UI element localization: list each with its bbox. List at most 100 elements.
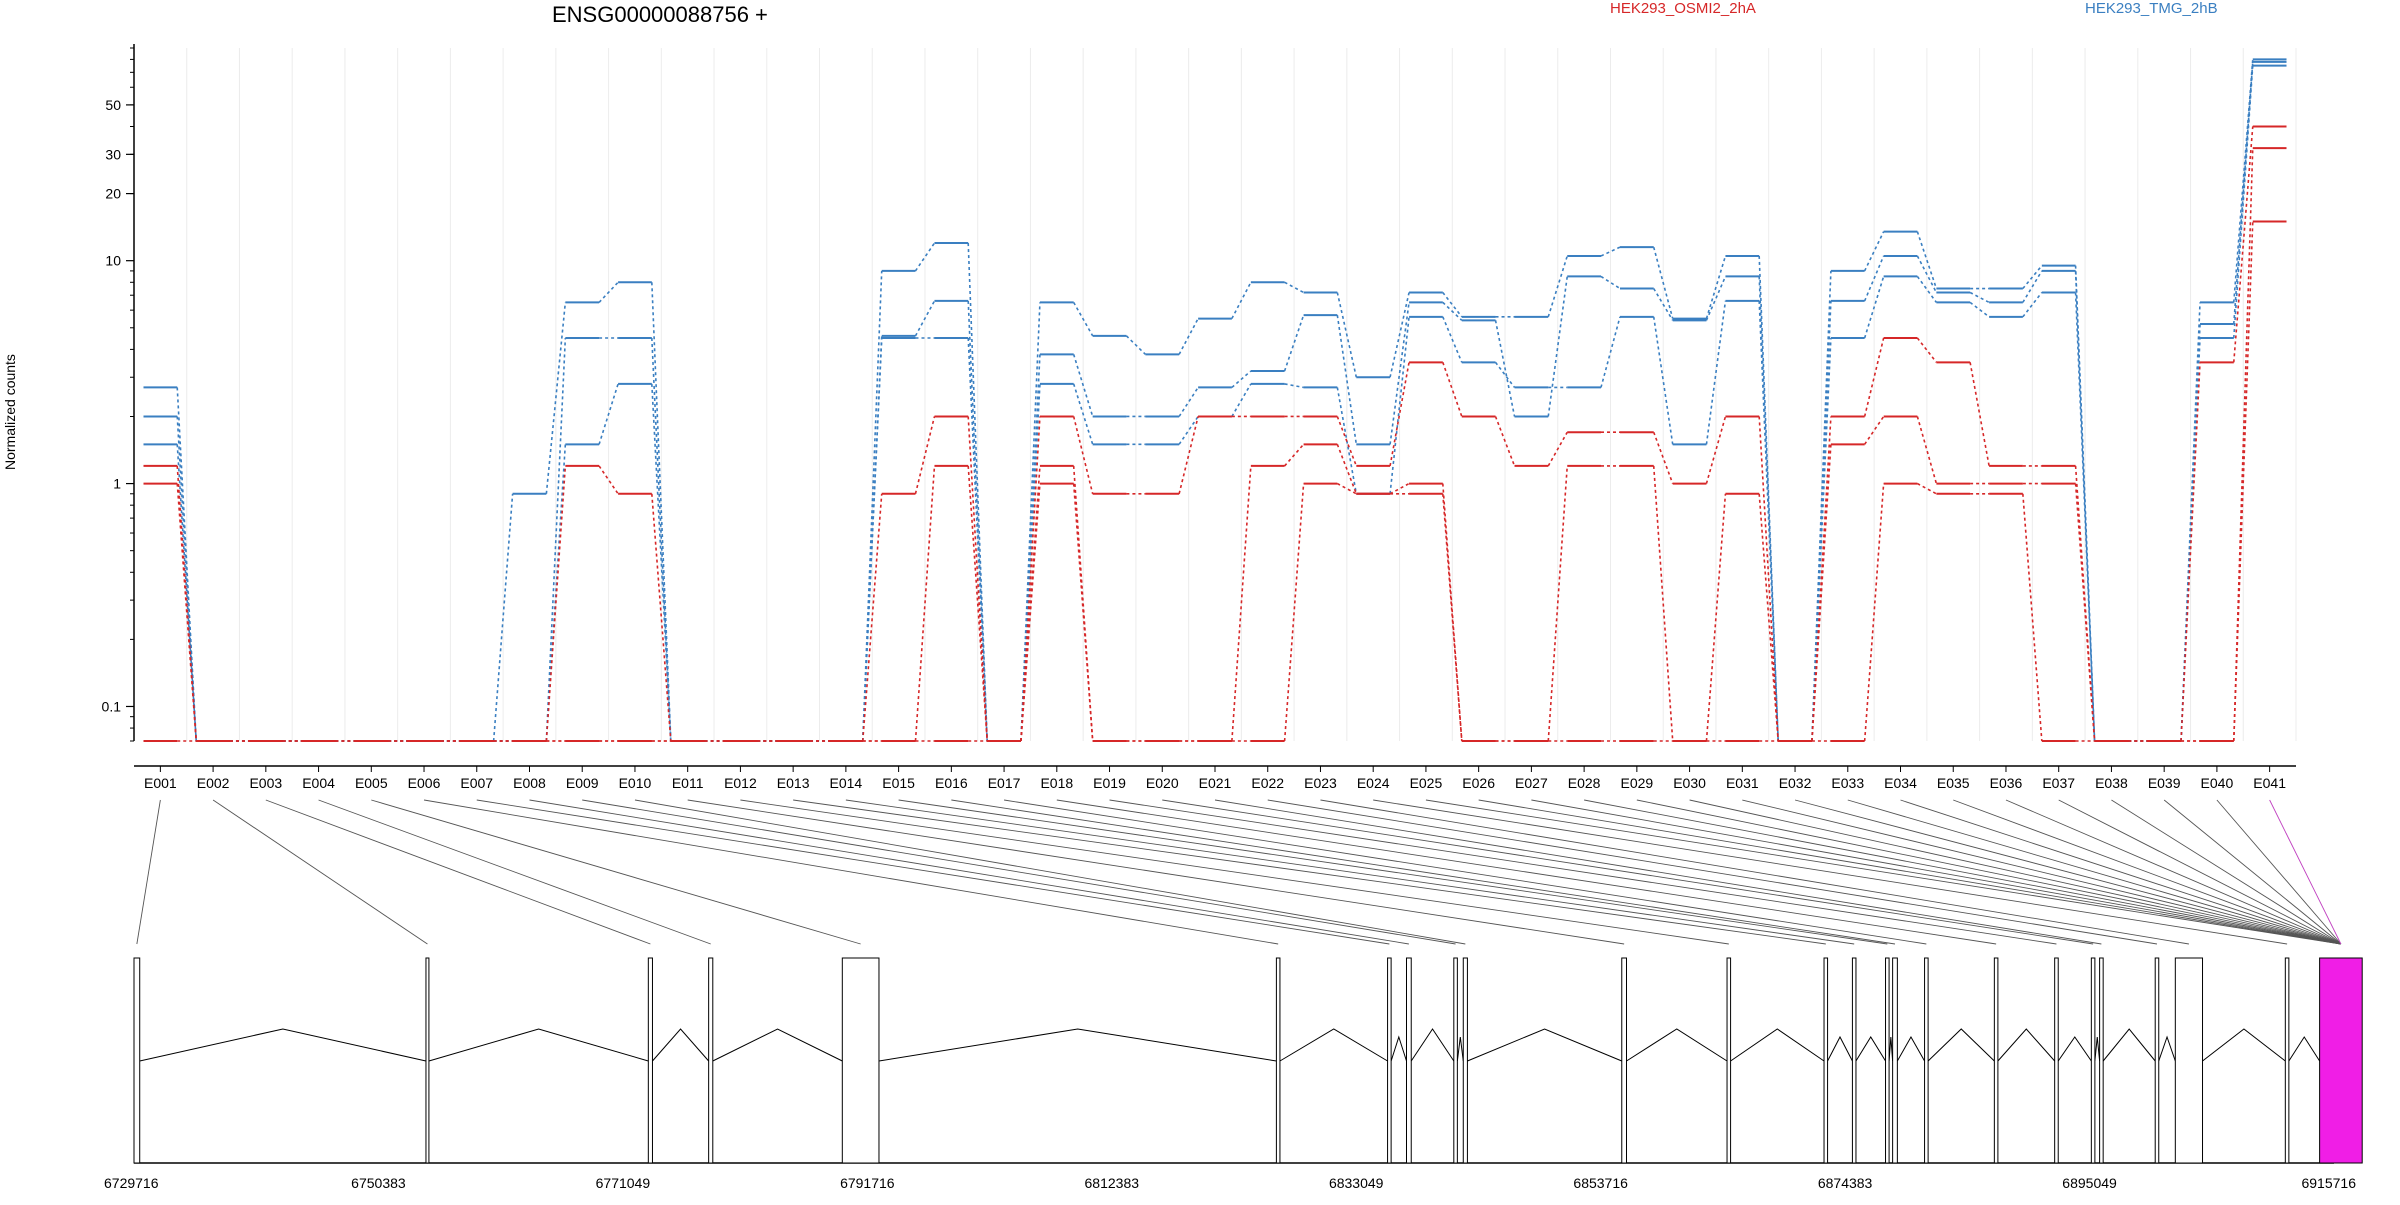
intron-line xyxy=(1927,1028,1995,1062)
x-tick-label-e007: E007 xyxy=(460,775,493,791)
intron-line xyxy=(1390,1035,1407,1062)
exon-connector-e022 xyxy=(1267,799,2158,945)
x-tick-label-e019: E019 xyxy=(1093,775,1126,791)
x-tick-label-e028: E028 xyxy=(1568,775,1601,791)
series-hek293-osmi2-2ha-5 xyxy=(143,147,2287,742)
intron-line xyxy=(1626,1028,1728,1062)
x-tick-label-e037: E037 xyxy=(2042,775,2075,791)
exon-connector-e009 xyxy=(582,799,1456,945)
series-transition xyxy=(1125,335,1146,355)
exon-box xyxy=(2284,957,2290,1164)
x-tick-label-e022: E022 xyxy=(1251,775,1284,791)
x-tick-label-e029: E029 xyxy=(1621,775,1654,791)
exon-connector-e026 xyxy=(1478,799,2341,945)
x-tick-label-e011: E011 xyxy=(672,775,704,791)
series-transition xyxy=(1863,483,1885,742)
series-transition xyxy=(2232,221,2254,742)
exon-connector-e024 xyxy=(1373,799,2288,945)
gene-coord-label-6791716: 6791716 xyxy=(840,1175,895,1191)
series-transition xyxy=(914,465,936,742)
series-transition xyxy=(2232,59,2254,303)
series-transition xyxy=(1653,288,1674,321)
x-tick-label-e033: E033 xyxy=(1831,775,1864,791)
exon-connector-e021 xyxy=(1214,799,2102,945)
gene-coord-label-6915716: 6915716 xyxy=(2301,1175,2356,1191)
series-transition xyxy=(1863,337,1885,417)
gene-coord-label-6729716: 6729716 xyxy=(104,1175,159,1191)
exon-connector-e019 xyxy=(1109,799,2057,945)
x-tick-label-e008: E008 xyxy=(513,775,546,791)
x-tick-label-e021: E021 xyxy=(1199,775,1232,791)
series-transition xyxy=(1389,292,1410,378)
series-transition xyxy=(1020,483,1041,742)
exon-connector-e034 xyxy=(1900,799,2342,945)
series-transition xyxy=(1231,370,1252,389)
legend-entry-tmg: HEK293_TMG_2hB xyxy=(2085,0,2218,17)
exon-connector-e004 xyxy=(318,799,711,945)
x-tick-label-e001: E001 xyxy=(144,775,177,791)
series-transition xyxy=(1231,465,1252,742)
series-transition xyxy=(1705,300,1727,445)
series-transition xyxy=(1336,314,1358,445)
intron-line xyxy=(139,1028,427,1062)
exon-box xyxy=(1453,957,1458,1164)
x-tick-label-e038: E038 xyxy=(2095,775,2128,791)
series-transition xyxy=(1758,493,1779,742)
series-hek293-tmg-2hb-3 xyxy=(143,64,2287,742)
series-transition xyxy=(1863,255,1885,302)
exon-box xyxy=(1405,957,1412,1164)
series-transition xyxy=(1811,444,1832,742)
y-tick-label-20: 20 xyxy=(105,186,121,202)
series-transition xyxy=(1916,231,1938,289)
x-tick-label-e018: E018 xyxy=(1040,775,1073,791)
series-transition xyxy=(545,465,567,742)
series-transition xyxy=(651,282,672,742)
exon-box xyxy=(708,957,714,1164)
x-tick-label-e020: E020 xyxy=(1146,775,1179,791)
series-transition xyxy=(1283,483,1305,742)
x-tick-label-e002: E002 xyxy=(197,775,230,791)
series-transition xyxy=(2022,493,2043,742)
series-transition xyxy=(1072,301,1094,337)
series-transition xyxy=(1283,314,1305,372)
series-transition xyxy=(1600,275,1621,290)
exon-box xyxy=(1851,957,1857,1164)
exon-connector-e015 xyxy=(898,799,1888,945)
intron-line xyxy=(2158,1035,2176,1062)
intron-line xyxy=(652,1028,710,1062)
y-tick-label-10: 10 xyxy=(105,253,121,269)
exon-box xyxy=(133,957,141,1164)
x-tick-label-e041: E041 xyxy=(2253,775,2286,791)
y-tick-label-50: 50 xyxy=(105,97,121,113)
x-tick-label-e016: E016 xyxy=(935,775,968,791)
series-transition xyxy=(2232,61,2254,325)
x-tick-label-e031: E031 xyxy=(1726,775,1759,791)
gene-coord-label-6771049: 6771049 xyxy=(596,1175,651,1191)
series-transition xyxy=(1600,316,1621,388)
exon-connector-e008 xyxy=(529,799,1409,945)
intron-line xyxy=(1888,1036,1894,1062)
exon-connector-e033 xyxy=(1847,799,2342,945)
exon-box xyxy=(2054,957,2059,1164)
exon-connector-e001 xyxy=(136,799,161,945)
exon-connector-e023 xyxy=(1320,799,2189,945)
gene-coord-label-6812383: 6812383 xyxy=(1085,1175,1140,1191)
x-tick-label-e015: E015 xyxy=(882,775,915,791)
x-tick-label-e004: E004 xyxy=(302,775,335,791)
gene-coord-label-6874383: 6874383 xyxy=(1818,1175,1873,1191)
exon-connector-e012 xyxy=(740,799,1729,945)
series-transition xyxy=(1758,300,1779,742)
series-transition xyxy=(492,493,514,742)
series-transition xyxy=(1494,320,1516,417)
x-tick-label-e014: E014 xyxy=(830,775,863,791)
series-transition xyxy=(1547,465,1569,742)
series-transition xyxy=(1652,465,1674,742)
series-transition xyxy=(1442,493,1463,742)
series-transition xyxy=(1178,318,1199,355)
series-hek293-tmg-2hb-2 xyxy=(143,60,2287,742)
series-transition xyxy=(1336,416,1358,467)
gene-coord-label-6833049: 6833049 xyxy=(1329,1175,1384,1191)
exon-connector-e027 xyxy=(1531,799,2341,945)
intron-line xyxy=(2057,1036,2092,1062)
